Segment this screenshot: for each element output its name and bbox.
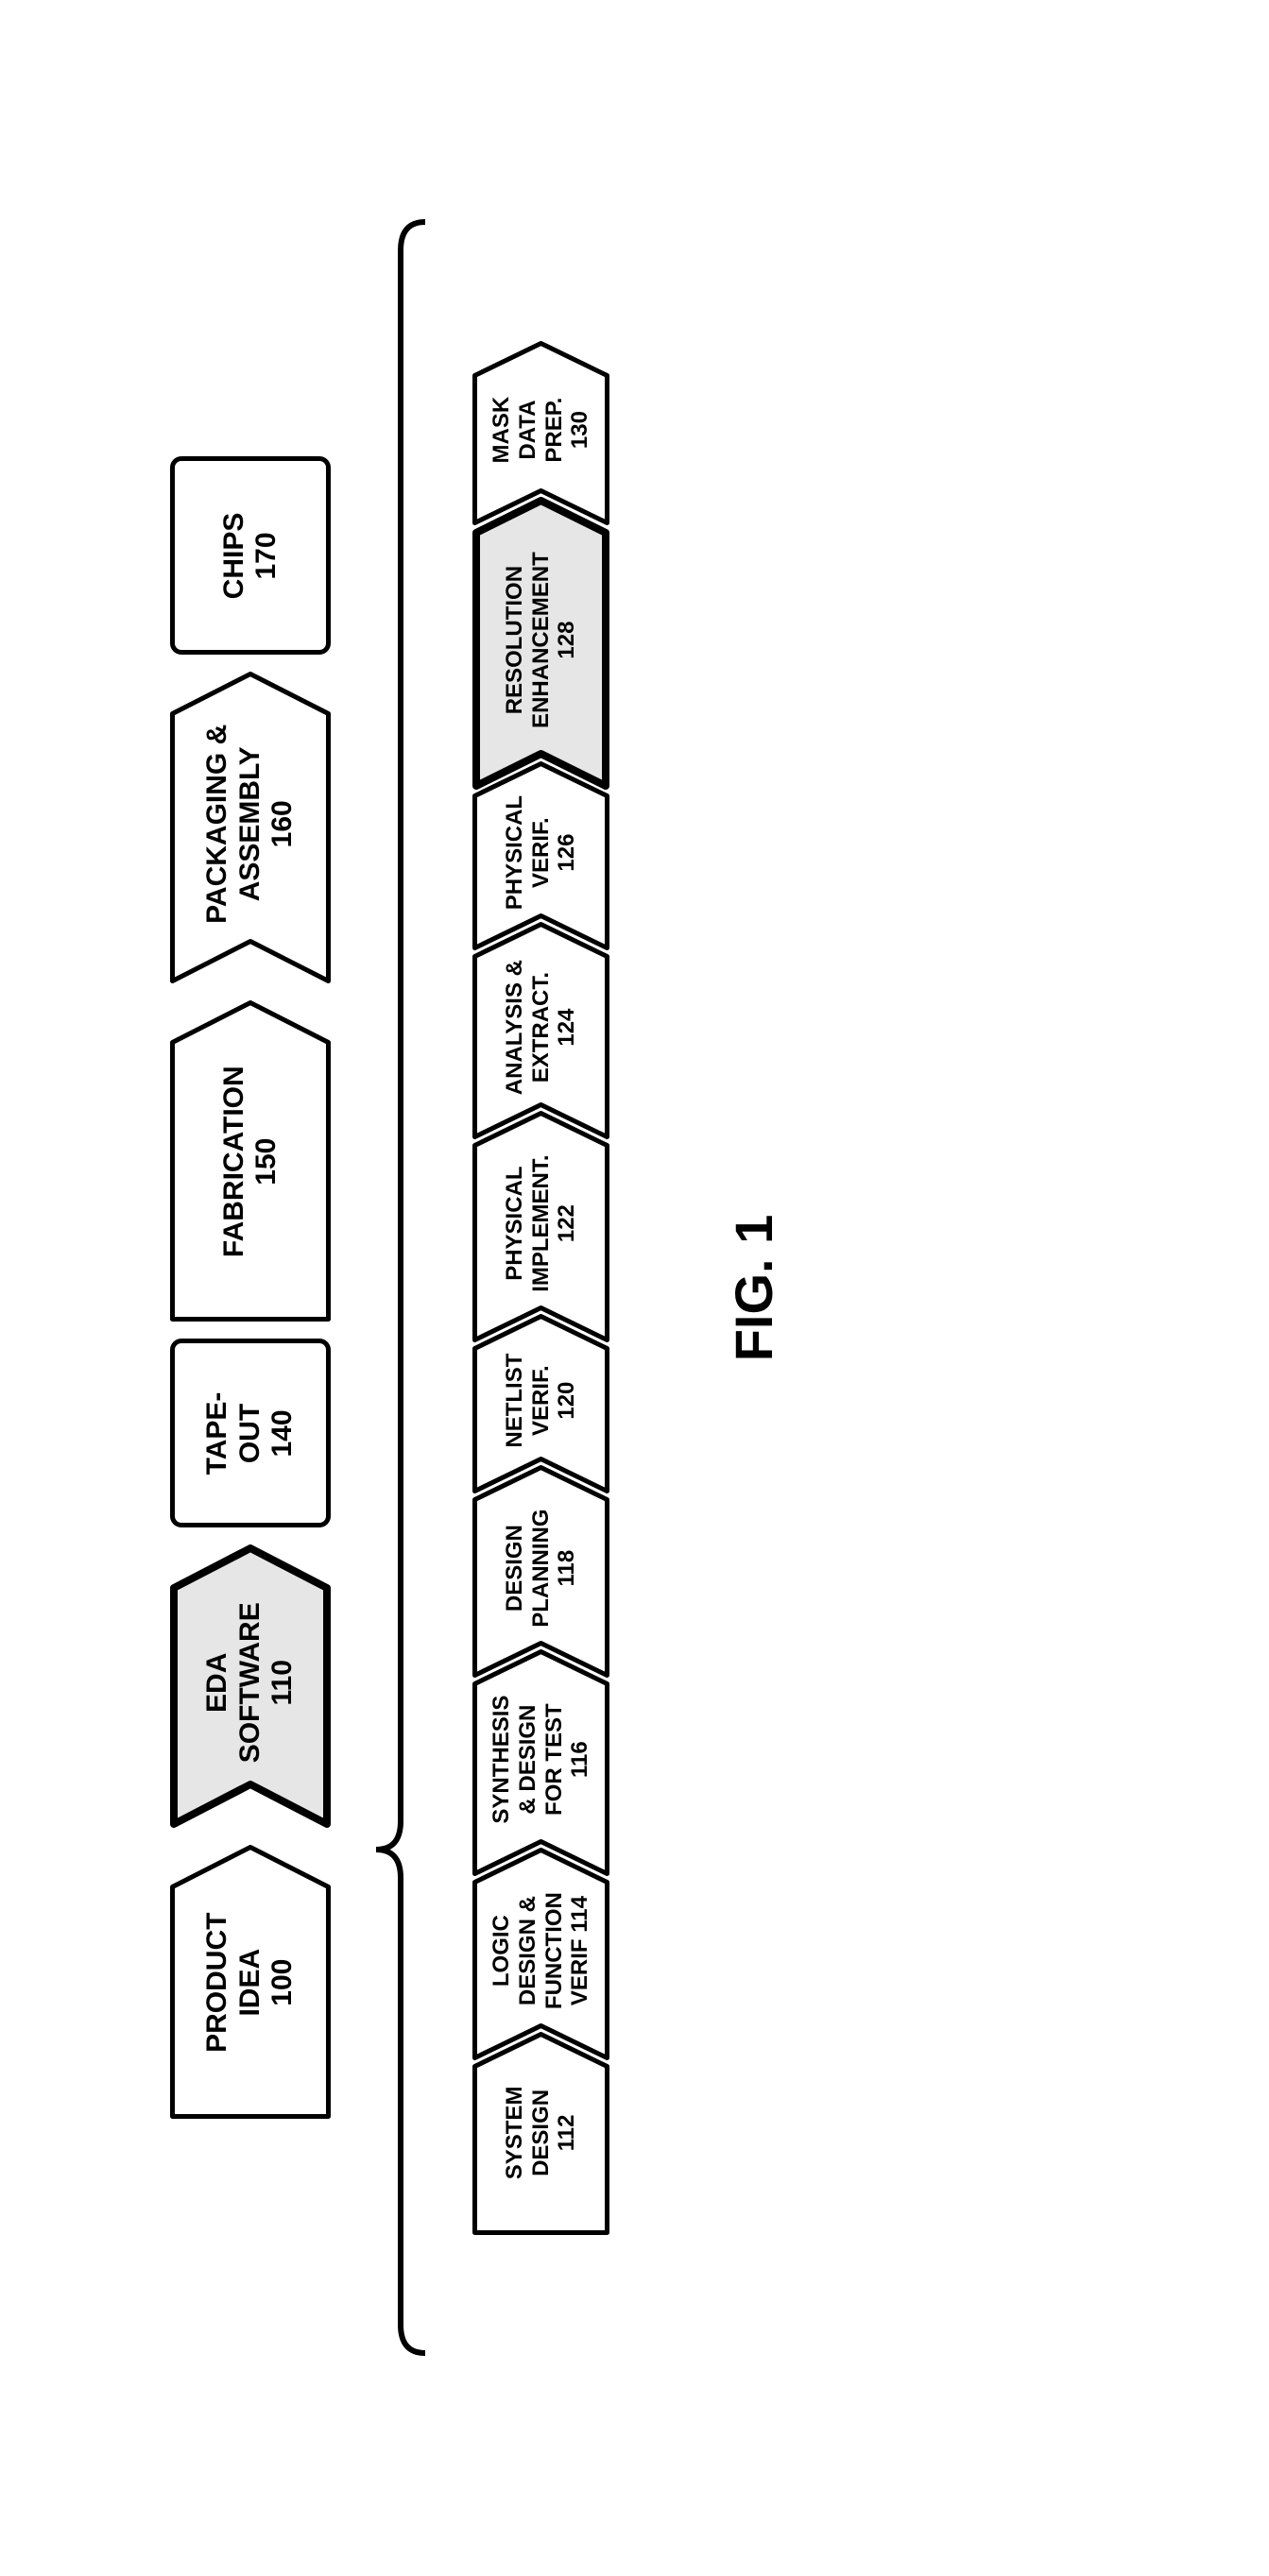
- analysis-extract-line-2: 124: [554, 960, 580, 1095]
- top-flow-row: PRODUCTIDEA100 EDASOFTWARE110 TAPE-OUT140 F…: [170, 457, 331, 2120]
- resolution-enh-line-2: 128: [554, 552, 580, 728]
- tape-out-line-0: TAPE-: [201, 1392, 234, 1476]
- logic-design-line-0: LOGIC: [489, 1892, 515, 2009]
- chips-line-0: CHIPS: [218, 513, 251, 600]
- synthesis-line-1: & DESIGN: [515, 1696, 541, 1824]
- physical-verif-line-1: VERIF.: [528, 795, 555, 910]
- tape-out-line-2: 140: [266, 1409, 300, 1457]
- logic-design-label: LOGICDESIGN &FUNCTIONVERIF 114: [489, 1885, 592, 2022]
- fabrication-line-0: FABRICATION: [218, 1066, 251, 1257]
- design-planning-line-1: PLANNING: [528, 1509, 555, 1627]
- product-idea-line-1: IDEA: [234, 1913, 267, 2053]
- physical-verif-label: PHYSICALVERIF.126: [502, 789, 580, 923]
- product-idea-line-0: PRODUCT: [201, 1913, 234, 2053]
- analysis-extract-line-0: ANALYSIS &: [502, 960, 528, 1095]
- phys-implement-line-1: IMPLEMENT.: [528, 1154, 555, 1291]
- synthesis-line-3: 116: [567, 1696, 593, 1824]
- packaging-step: PACKAGING &ASSEMBLY160: [170, 673, 331, 984]
- mask-data-line-2: PREP.: [541, 397, 568, 464]
- system-design-line-1: DESIGN: [528, 2087, 555, 2180]
- phys-implement-step: PHYSICALIMPLEMENT.122: [472, 1111, 609, 1342]
- figure-caption: FIG. 1: [723, 1215, 784, 1362]
- packaging-line-1: ASSEMBLY: [234, 725, 267, 924]
- packaging-label: PACKAGING &ASSEMBLY160: [201, 716, 300, 939]
- system-design-line-2: 112: [554, 2087, 580, 2180]
- logic-design-step: LOGICDESIGN &FUNCTIONVERIF 114: [472, 1848, 609, 2060]
- design-planning-line-0: DESIGN: [502, 1509, 528, 1627]
- system-design-line-0: SYSTEM: [502, 2087, 528, 2180]
- mask-data-line-3: 130: [567, 397, 593, 464]
- fabrication-label: FABRICATION150: [218, 1058, 283, 1265]
- figure-1-diagram: PRODUCTIDEA100 EDASOFTWARE110 TAPE-OUT140 F…: [0, 0, 1269, 2576]
- packaging-line-2: 160: [266, 725, 300, 924]
- system-design-label: SYSTEMDESIGN112: [502, 2080, 580, 2187]
- tape-out-box: TAPE-OUT140: [170, 1339, 331, 1528]
- netlist-verif-line-0: NETLIST: [502, 1354, 528, 1448]
- resolution-enh-line-1: ENHANCEMENT: [528, 552, 555, 728]
- physical-verif-line-0: PHYSICAL: [502, 795, 528, 910]
- packaging-line-0: PACKAGING &: [201, 725, 234, 924]
- mask-data-line-1: DATA: [515, 397, 541, 464]
- mask-data-line-0: MASK: [489, 397, 515, 464]
- eda-software-line-2: 110: [266, 1602, 300, 1763]
- resolution-enh-step: RESOLUTIONENHANCEMENT128: [472, 497, 609, 790]
- analysis-extract-step: ANALYSIS &EXTRACT.124: [472, 922, 609, 1139]
- phys-implement-line-2: 122: [554, 1154, 580, 1291]
- phys-implement-label: PHYSICALIMPLEMENT.122: [502, 1149, 580, 1305]
- netlist-verif-label: NETLISTVERIF.120: [502, 1347, 580, 1460]
- product-idea-step: PRODUCTIDEA100: [170, 1846, 331, 2120]
- chips-line-1: 170: [250, 532, 283, 579]
- analysis-extract-line-1: EXTRACT.: [528, 960, 555, 1095]
- analysis-extract-label: ANALYSIS &EXTRACT.124: [502, 953, 580, 1108]
- physical-verif-line-2: 126: [554, 795, 580, 910]
- mask-data-step: MASKDATAPREP.130: [472, 341, 609, 525]
- product-idea-line-2: 100: [266, 1913, 300, 2053]
- brace: [369, 212, 435, 2365]
- design-planning-step: DESIGNPLANNING118: [472, 1465, 609, 1678]
- logic-design-line-3: VERIF 114: [567, 1892, 593, 2009]
- resolution-enh-label: RESOLUTIONENHANCEMENT128: [502, 545, 580, 741]
- synthesis-step: SYNTHESIS& DESIGNFOR TEST116: [472, 1649, 609, 1876]
- design-planning-label: DESIGNPLANNING118: [502, 1503, 580, 1641]
- chips-box: CHIPS170: [170, 457, 331, 656]
- eda-software-step: EDASOFTWARE110: [170, 1545, 331, 1829]
- logic-design-line-1: DESIGN &: [515, 1892, 541, 2009]
- synthesis-line-2: FOR TEST: [541, 1696, 568, 1824]
- physical-verif-step: PHYSICALVERIF.126: [472, 761, 609, 950]
- synthesis-line-0: SYNTHESIS: [489, 1696, 515, 1824]
- system-design-step: SYSTEMDESIGN112: [472, 2032, 609, 2235]
- eda-software-line-1: SOFTWARE: [234, 1602, 267, 1763]
- eda-detail-row: SYSTEMDESIGN112LOGICDESIGN &FUNCTIONVERI…: [472, 341, 609, 2235]
- eda-software-label: EDASOFTWARE110: [201, 1595, 300, 1779]
- design-planning-line-2: 118: [554, 1509, 580, 1627]
- resolution-enh-line-0: RESOLUTION: [502, 552, 528, 728]
- eda-software-line-0: EDA: [201, 1602, 234, 1763]
- logic-design-line-2: FUNCTION: [541, 1892, 568, 2009]
- mask-data-label: MASKDATAPREP.130: [489, 390, 592, 476]
- netlist-verif-line-2: 120: [554, 1354, 580, 1448]
- synthesis-label: SYNTHESIS& DESIGNFOR TEST116: [489, 1689, 592, 1836]
- netlist-verif-line-1: VERIF.: [528, 1354, 555, 1448]
- tape-out-line-1: OUT: [234, 1404, 267, 1463]
- fabrication-step: FABRICATION150: [170, 1001, 331, 1322]
- product-idea-label: PRODUCTIDEA100: [201, 1904, 300, 2060]
- phys-implement-line-0: PHYSICAL: [502, 1154, 528, 1291]
- fabrication-line-1: 150: [250, 1066, 283, 1257]
